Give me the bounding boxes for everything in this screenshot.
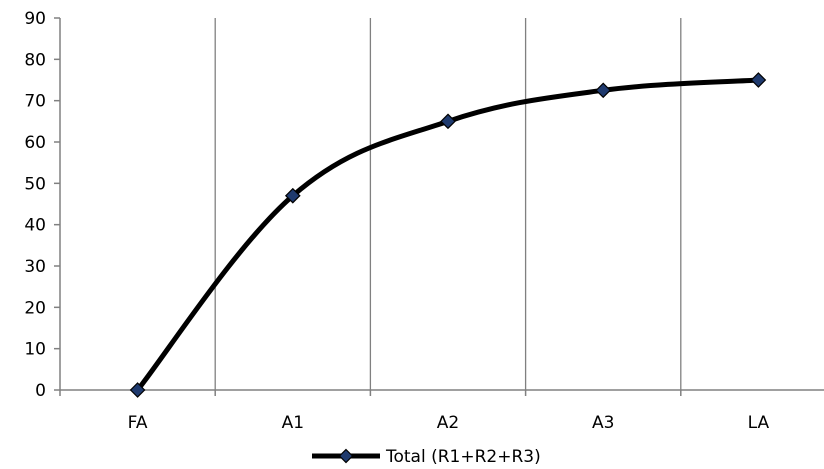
y-tick-label: 80 bbox=[24, 50, 46, 70]
y-tick-label: 60 bbox=[24, 133, 46, 153]
x-tick-label: LA bbox=[748, 413, 770, 433]
y-tick-label: 90 bbox=[24, 9, 46, 29]
legend-marker-swatch bbox=[338, 448, 354, 464]
series-group bbox=[129, 72, 767, 398]
x-tick-label: A2 bbox=[437, 413, 459, 433]
y-tick-label: 30 bbox=[24, 257, 46, 277]
data-point-marker bbox=[284, 187, 301, 204]
legend: Total (R1+R2+R3) bbox=[312, 447, 541, 467]
vertical-gridlines bbox=[214, 18, 682, 390]
y-tick-label: 0 bbox=[35, 381, 46, 401]
series-line bbox=[135, 77, 761, 393]
x-tick-label: A1 bbox=[282, 413, 304, 433]
data-point-marker bbox=[129, 382, 146, 398]
y-tick-label: 10 bbox=[24, 340, 46, 360]
data-point-marker bbox=[750, 72, 767, 88]
legend-series-label: Total (R1+R2+R3) bbox=[385, 447, 541, 467]
y-tick-label: 50 bbox=[24, 174, 46, 194]
x-tick-label: FA bbox=[128, 413, 148, 433]
data-point-marker bbox=[595, 82, 612, 99]
y-axis: 0 10 20 30 40 50 60 70 80 90 bbox=[24, 9, 61, 401]
y-tick-label: 20 bbox=[24, 298, 46, 318]
x-axis: FA A1 A2 A3 LA bbox=[59, 389, 824, 433]
y-tick-label: 70 bbox=[24, 92, 46, 112]
x-tick-label: A3 bbox=[592, 413, 614, 433]
y-tick-label: 40 bbox=[24, 216, 46, 236]
data-point-marker bbox=[440, 113, 456, 130]
